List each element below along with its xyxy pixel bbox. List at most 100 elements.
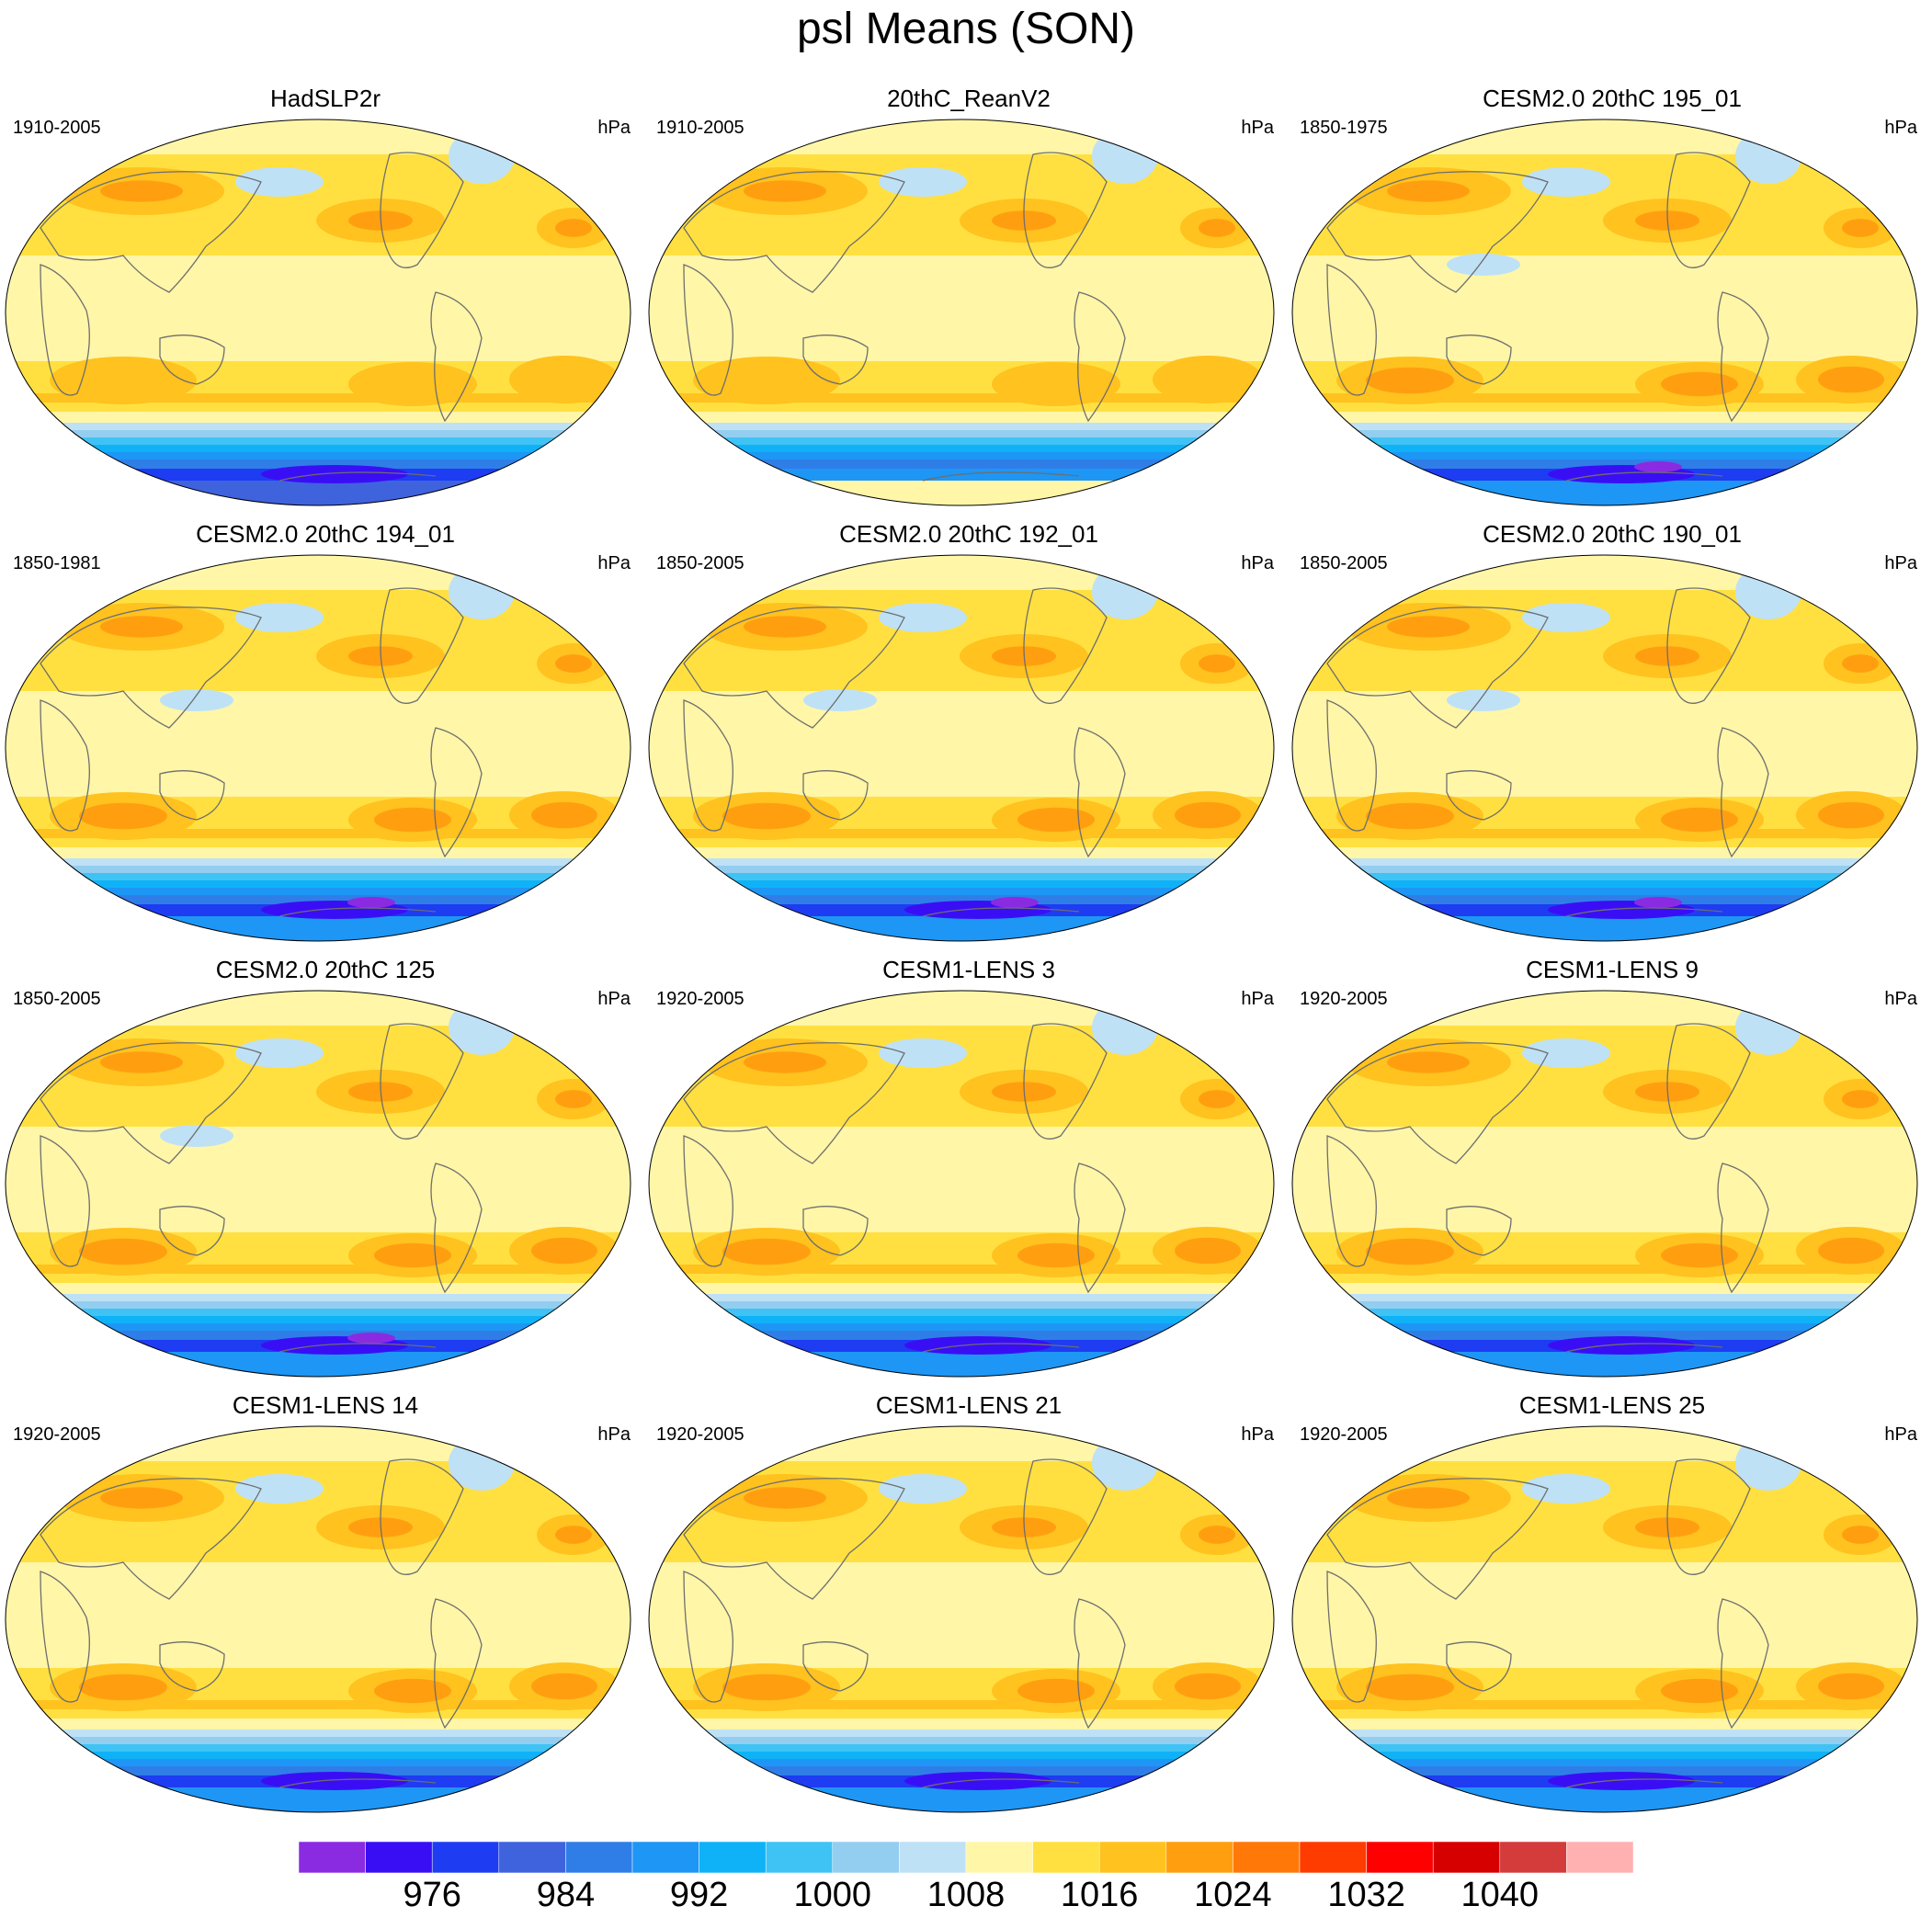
panel-period: 1850-2005 xyxy=(13,989,101,1009)
coastline xyxy=(40,1478,262,1600)
colorbar-box xyxy=(365,1842,433,1873)
pressure-band xyxy=(1292,430,1917,437)
coastline xyxy=(922,907,1080,917)
map-projection xyxy=(5,1425,631,1813)
coastline xyxy=(1326,1135,1377,1267)
high-pressure-core xyxy=(100,616,183,638)
pressure-band xyxy=(1292,1283,1917,1294)
pressure-band xyxy=(6,445,631,452)
map-panel: CESM2.0 20thC 190_01 1850-2005 hPa xyxy=(1290,520,1932,956)
pressure-band xyxy=(649,437,1274,445)
pressure-band xyxy=(1292,888,1917,895)
map-projection xyxy=(648,1425,1275,1813)
pressure-band xyxy=(6,1426,631,1461)
map-border xyxy=(1291,554,1918,942)
pressure-band xyxy=(1292,1323,1917,1331)
panel-unit: hPa xyxy=(597,989,631,1009)
map-panel: HadSLP2r 1910-2005 hPa xyxy=(4,85,647,520)
pressure-band xyxy=(649,1744,1274,1752)
coastline xyxy=(1666,1458,1751,1575)
pressure-band xyxy=(6,1737,631,1744)
pressure-band xyxy=(1292,1274,1917,1283)
map-border xyxy=(648,119,1275,506)
coastline xyxy=(1717,727,1769,858)
low-pressure-cell xyxy=(160,1125,233,1147)
coastline xyxy=(683,1042,905,1164)
low-pressure-core xyxy=(991,897,1039,908)
coastline xyxy=(380,587,464,704)
pressure-band xyxy=(649,1301,1274,1309)
low-pressure-core xyxy=(261,1772,408,1790)
pressure-band xyxy=(6,1759,631,1766)
coastline xyxy=(380,1458,464,1575)
pressure-band xyxy=(6,255,631,361)
low-pressure-core xyxy=(347,897,395,908)
map-projection xyxy=(1291,119,1918,506)
panel-unit: hPa xyxy=(1241,1424,1274,1445)
coastline xyxy=(802,770,869,821)
pressure-band xyxy=(6,403,631,412)
pressure-band xyxy=(6,1718,631,1730)
high-pressure-core xyxy=(374,371,451,397)
pressure-band xyxy=(649,1316,1274,1323)
pressure-band xyxy=(1292,1316,1917,1323)
pressure-band xyxy=(1292,895,1917,904)
colorbar-box xyxy=(1032,1842,1100,1873)
map-projection xyxy=(1291,990,1918,1378)
panel-unit: hPa xyxy=(1241,553,1274,573)
coastline xyxy=(683,607,905,729)
pressure-band xyxy=(649,459,1274,469)
pressure-band xyxy=(1292,1737,1917,1744)
colorbar-box xyxy=(965,1842,1033,1873)
pressure-band xyxy=(649,1265,1274,1274)
high-pressure-core xyxy=(1199,1090,1235,1108)
pressure-band xyxy=(6,1316,631,1323)
pressure-band xyxy=(649,888,1274,895)
coastline xyxy=(922,1778,1080,1788)
colorbar-tick-label: 1008 xyxy=(926,1876,1006,1914)
high-pressure-core xyxy=(79,367,167,394)
coastline xyxy=(1717,1598,1769,1730)
pressure-band xyxy=(1292,1265,1917,1274)
pressure-band xyxy=(649,847,1274,858)
pressure-band xyxy=(649,691,1274,797)
pressure-band xyxy=(1292,445,1917,452)
pressure-band xyxy=(6,1700,631,1709)
map-projection xyxy=(1291,554,1918,942)
low-pressure-core xyxy=(261,465,408,483)
high-pressure-core xyxy=(1842,1090,1879,1108)
coastline xyxy=(1717,1163,1769,1294)
pressure-band xyxy=(649,880,1274,888)
colorbar-box xyxy=(1165,1842,1233,1873)
panel-period: 1920-2005 xyxy=(13,1424,101,1445)
coastline xyxy=(1326,1478,1549,1600)
high-pressure-core xyxy=(531,1673,597,1700)
panel-period: 1850-2005 xyxy=(1300,553,1388,573)
coastline xyxy=(40,1571,90,1703)
pressure-band xyxy=(1292,481,1917,505)
panel-unit: hPa xyxy=(597,553,631,573)
panel-period: 1920-2005 xyxy=(1300,1424,1388,1445)
map-border xyxy=(5,990,631,1378)
high-pressure-core xyxy=(1175,366,1241,393)
colorbar-box xyxy=(1098,1842,1167,1873)
colorbar-box xyxy=(832,1842,900,1873)
coastline xyxy=(683,699,733,832)
pressure-band xyxy=(649,873,1274,880)
map-panel: CESM2.0 20thC 195_01 1850-1975 hPa xyxy=(1290,85,1932,520)
pressure-band xyxy=(6,1744,631,1752)
map-projection xyxy=(5,990,631,1378)
map-border xyxy=(648,1425,1275,1813)
low-pressure-cell xyxy=(1522,1474,1610,1503)
pressure-band xyxy=(1292,1127,1917,1232)
coastline xyxy=(683,264,733,396)
pressure-band xyxy=(6,858,631,866)
pressure-band xyxy=(1292,1766,1917,1775)
high-pressure-core xyxy=(1017,807,1095,833)
coastline xyxy=(1446,1206,1512,1256)
panel-title: CESM1-LENS 3 xyxy=(882,956,1055,983)
panel-unit: hPa xyxy=(1241,989,1274,1009)
low-pressure-cell xyxy=(879,603,967,632)
low-pressure-cell xyxy=(235,603,324,632)
low-pressure-core xyxy=(1634,461,1682,472)
